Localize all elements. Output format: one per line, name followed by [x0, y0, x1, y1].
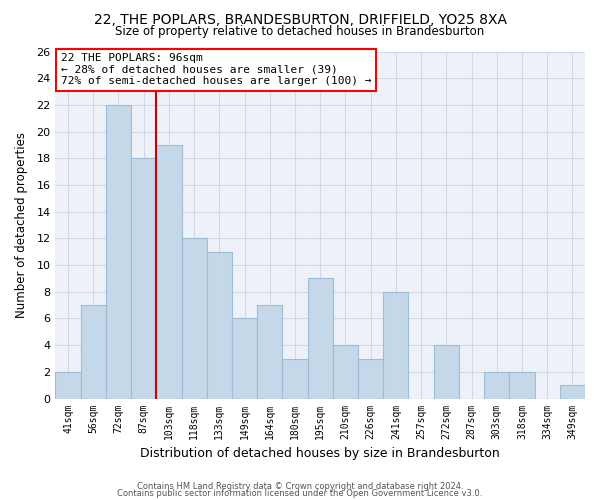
Text: 22 THE POPLARS: 96sqm
← 28% of detached houses are smaller (39)
72% of semi-deta: 22 THE POPLARS: 96sqm ← 28% of detached …	[61, 53, 371, 86]
Bar	[308, 278, 333, 398]
Bar	[509, 372, 535, 398]
Text: Contains HM Land Registry data © Crown copyright and database right 2024.: Contains HM Land Registry data © Crown c…	[137, 482, 463, 491]
Bar	[80, 305, 106, 398]
Bar	[106, 105, 131, 399]
Bar	[257, 305, 283, 398]
Bar	[182, 238, 207, 398]
Bar	[207, 252, 232, 398]
Bar	[560, 385, 585, 398]
Bar	[283, 358, 308, 399]
Bar	[434, 345, 459, 399]
X-axis label: Distribution of detached houses by size in Brandesburton: Distribution of detached houses by size …	[140, 447, 500, 460]
Bar	[55, 372, 80, 398]
Text: 22, THE POPLARS, BRANDESBURTON, DRIFFIELD, YO25 8XA: 22, THE POPLARS, BRANDESBURTON, DRIFFIEL…	[94, 12, 506, 26]
Bar	[333, 345, 358, 399]
Text: Contains public sector information licensed under the Open Government Licence v3: Contains public sector information licen…	[118, 489, 482, 498]
Text: Size of property relative to detached houses in Brandesburton: Size of property relative to detached ho…	[115, 25, 485, 38]
Bar	[383, 292, 409, 399]
Bar	[157, 145, 182, 399]
Bar	[131, 158, 157, 398]
Bar	[484, 372, 509, 398]
Y-axis label: Number of detached properties: Number of detached properties	[15, 132, 28, 318]
Bar	[232, 318, 257, 398]
Bar	[358, 358, 383, 399]
